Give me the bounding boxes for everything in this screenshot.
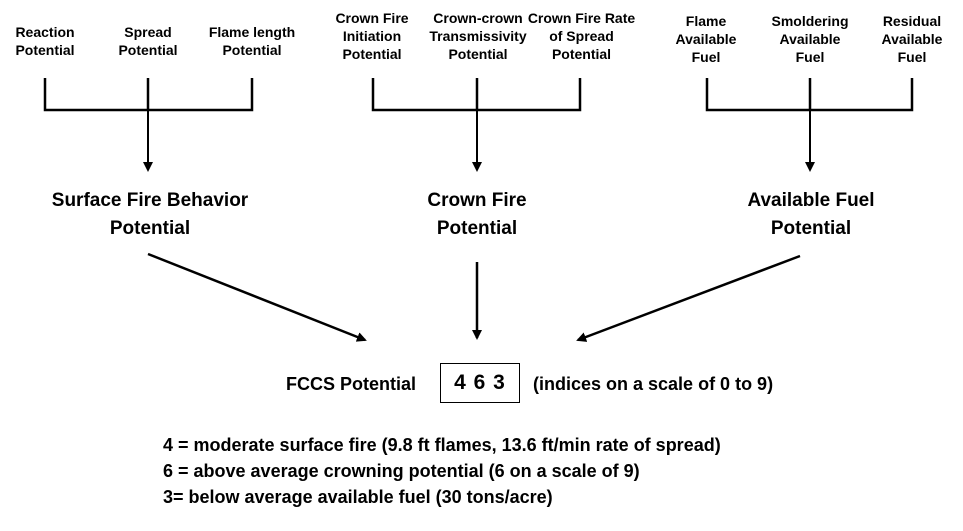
input-smoldering-available-fuel: Smoldering Available Fuel — [771, 13, 849, 66]
input-reaction-potential: Reaction Potential — [15, 24, 75, 59]
crown-fire-potential: Crown Fire Potential — [427, 190, 527, 239]
notes-list: 4 = moderate surface fire (9.8 ft flames… — [163, 432, 721, 510]
fccs-potential-label: FCCS Potential — [286, 374, 417, 394]
fuel-to-fccs-arrow — [576, 254, 801, 342]
input-spread-potential: Spread Potential — [118, 24, 178, 59]
input-residual-available-fuel: Residual Available Fuel — [881, 13, 943, 66]
input-flame-length-potential: Flame length Potential — [208, 24, 296, 59]
input-crown-crown-transmissivity-potential: Crown-crown Transmissivity Potential — [429, 10, 527, 63]
input-flame-available-fuel: Flame Available Fuel — [675, 13, 737, 66]
input-crown-fire-initiation-potential: Crown Fire Initiation Potential — [335, 10, 409, 63]
fccs-index-box: 4 6 3 — [440, 363, 520, 403]
fccs-index-value: 4 6 3 — [454, 371, 506, 394]
available-fuel-potential: Available Fuel Potential — [747, 190, 875, 239]
input-crown-fire-rate-of-spread-potential: Crown Fire Rate of Spread Potential — [527, 10, 636, 63]
note-fuel: 3= below average available fuel (30 tons… — [163, 487, 553, 507]
surface-to-fccs-arrow — [147, 252, 367, 342]
note-crown: 6 = above average crowning potential (6 … — [163, 461, 640, 481]
fccs-scale-note: (indices on a scale of 0 to 9) — [533, 374, 774, 394]
surface-fire-behavior-potential: Surface Fire Behavior Potential — [51, 190, 249, 239]
note-surface: 4 = moderate surface fire (9.8 ft flames… — [163, 435, 721, 455]
